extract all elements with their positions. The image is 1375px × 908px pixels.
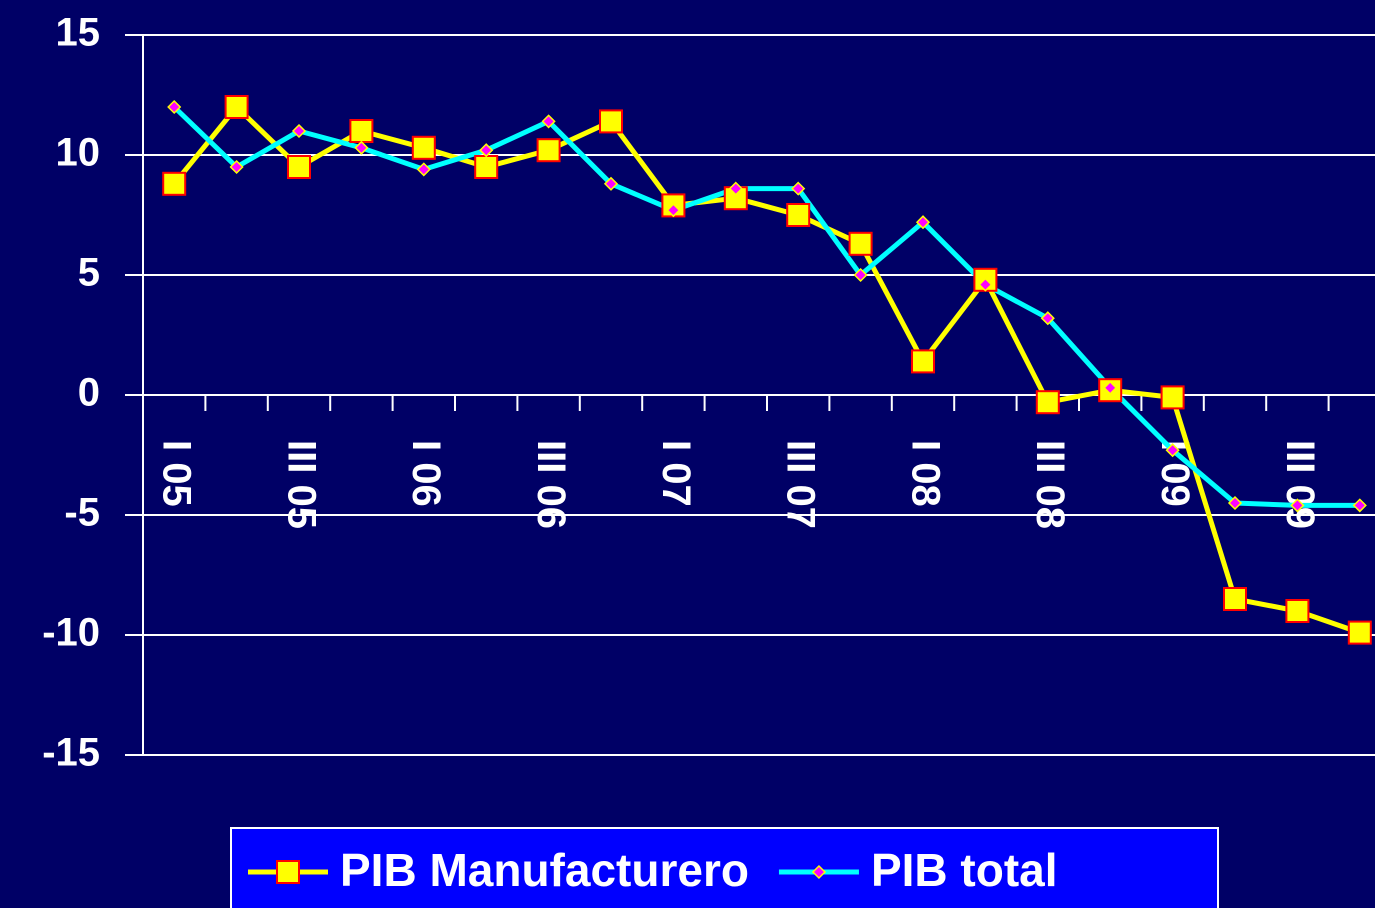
y-tick-label: -10 [42, 611, 100, 655]
x-tick-label: I 07 [654, 440, 698, 507]
marker [666, 203, 681, 218]
marker [1227, 495, 1243, 511]
x-tick-label: III 07 [779, 440, 823, 529]
legend-label: PIB total [871, 844, 1058, 896]
legend-box [230, 827, 1219, 908]
marker [291, 123, 307, 139]
y-tick-label: 5 [78, 251, 100, 295]
y-tick-label: -5 [64, 491, 100, 535]
marker [853, 267, 868, 283]
marker [1040, 311, 1055, 326]
marker [911, 349, 935, 374]
marker [224, 95, 249, 119]
marker [599, 109, 623, 134]
marker [1347, 620, 1372, 645]
marker [1352, 498, 1367, 513]
marker [354, 140, 369, 155]
marker [541, 114, 556, 129]
marker [728, 181, 743, 196]
marker [349, 119, 374, 143]
x-tick-label: I 05 [155, 440, 199, 507]
y-tick-label: -15 [42, 731, 100, 775]
marker [479, 143, 494, 158]
marker [811, 864, 827, 880]
legend: PIB Manufacturero PIB total [230, 827, 1219, 908]
x-tick-label: III 08 [1028, 440, 1072, 529]
series-line [172, 104, 1361, 635]
y-tick-label: 10 [56, 131, 101, 175]
marker [536, 138, 561, 163]
y-tick-label: 15 [56, 11, 101, 55]
marker [603, 176, 619, 191]
x-tick-label: I 08 [903, 440, 947, 507]
marker [1223, 587, 1247, 611]
x-tick-label: III 09 [1278, 440, 1322, 529]
marker [276, 860, 300, 884]
marker [1160, 385, 1185, 410]
marker [1035, 390, 1060, 415]
x-tick-label: I 06 [404, 440, 448, 507]
marker [411, 135, 436, 160]
marker [474, 155, 499, 179]
marker [167, 99, 182, 115]
legend-label: PIB Manufacturero [340, 844, 749, 896]
x-tick-label: III 06 [529, 440, 573, 529]
y-tick-label: 0 [78, 371, 100, 415]
marker [1103, 380, 1118, 395]
x-tick-label: III 05 [279, 440, 323, 529]
marker [1290, 498, 1305, 513]
marker [162, 171, 187, 196]
marker [416, 162, 431, 177]
marker [791, 181, 806, 196]
marker [287, 155, 311, 179]
marker [848, 231, 873, 256]
marker [1285, 599, 1310, 623]
marker [786, 203, 811, 227]
marker [915, 215, 931, 230]
series-line [172, 105, 1360, 508]
marker [1165, 443, 1180, 458]
marker [229, 159, 244, 175]
marker [978, 277, 993, 292]
